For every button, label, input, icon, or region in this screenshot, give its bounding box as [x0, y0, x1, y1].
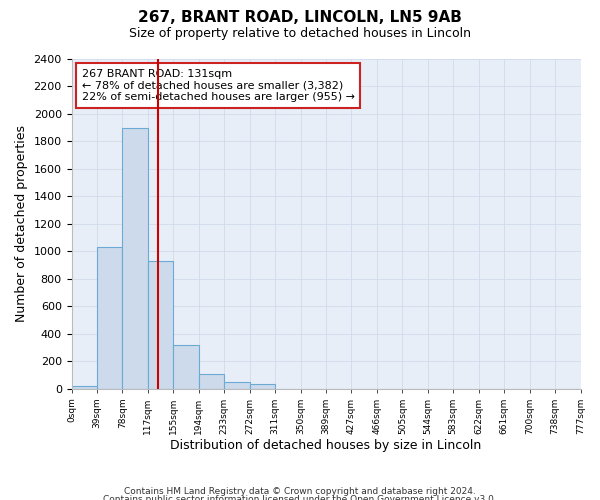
Text: Contains HM Land Registry data © Crown copyright and database right 2024.: Contains HM Land Registry data © Crown c…: [124, 488, 476, 496]
Text: 267 BRANT ROAD: 131sqm
← 78% of detached houses are smaller (3,382)
22% of semi-: 267 BRANT ROAD: 131sqm ← 78% of detached…: [82, 69, 355, 102]
Bar: [173, 344, 199, 389]
Bar: [122, 128, 148, 388]
Bar: [250, 384, 275, 388]
Text: Contains public sector information licensed under the Open Government Licence v3: Contains public sector information licen…: [103, 495, 497, 500]
Bar: [97, 247, 122, 388]
Bar: [71, 386, 97, 388]
Y-axis label: Number of detached properties: Number of detached properties: [15, 126, 28, 322]
Text: 267, BRANT ROAD, LINCOLN, LN5 9AB: 267, BRANT ROAD, LINCOLN, LN5 9AB: [138, 10, 462, 25]
Bar: [224, 382, 250, 388]
Bar: [148, 261, 173, 388]
Text: Size of property relative to detached houses in Lincoln: Size of property relative to detached ho…: [129, 28, 471, 40]
Bar: [199, 374, 224, 388]
X-axis label: Distribution of detached houses by size in Lincoln: Distribution of detached houses by size …: [170, 440, 482, 452]
